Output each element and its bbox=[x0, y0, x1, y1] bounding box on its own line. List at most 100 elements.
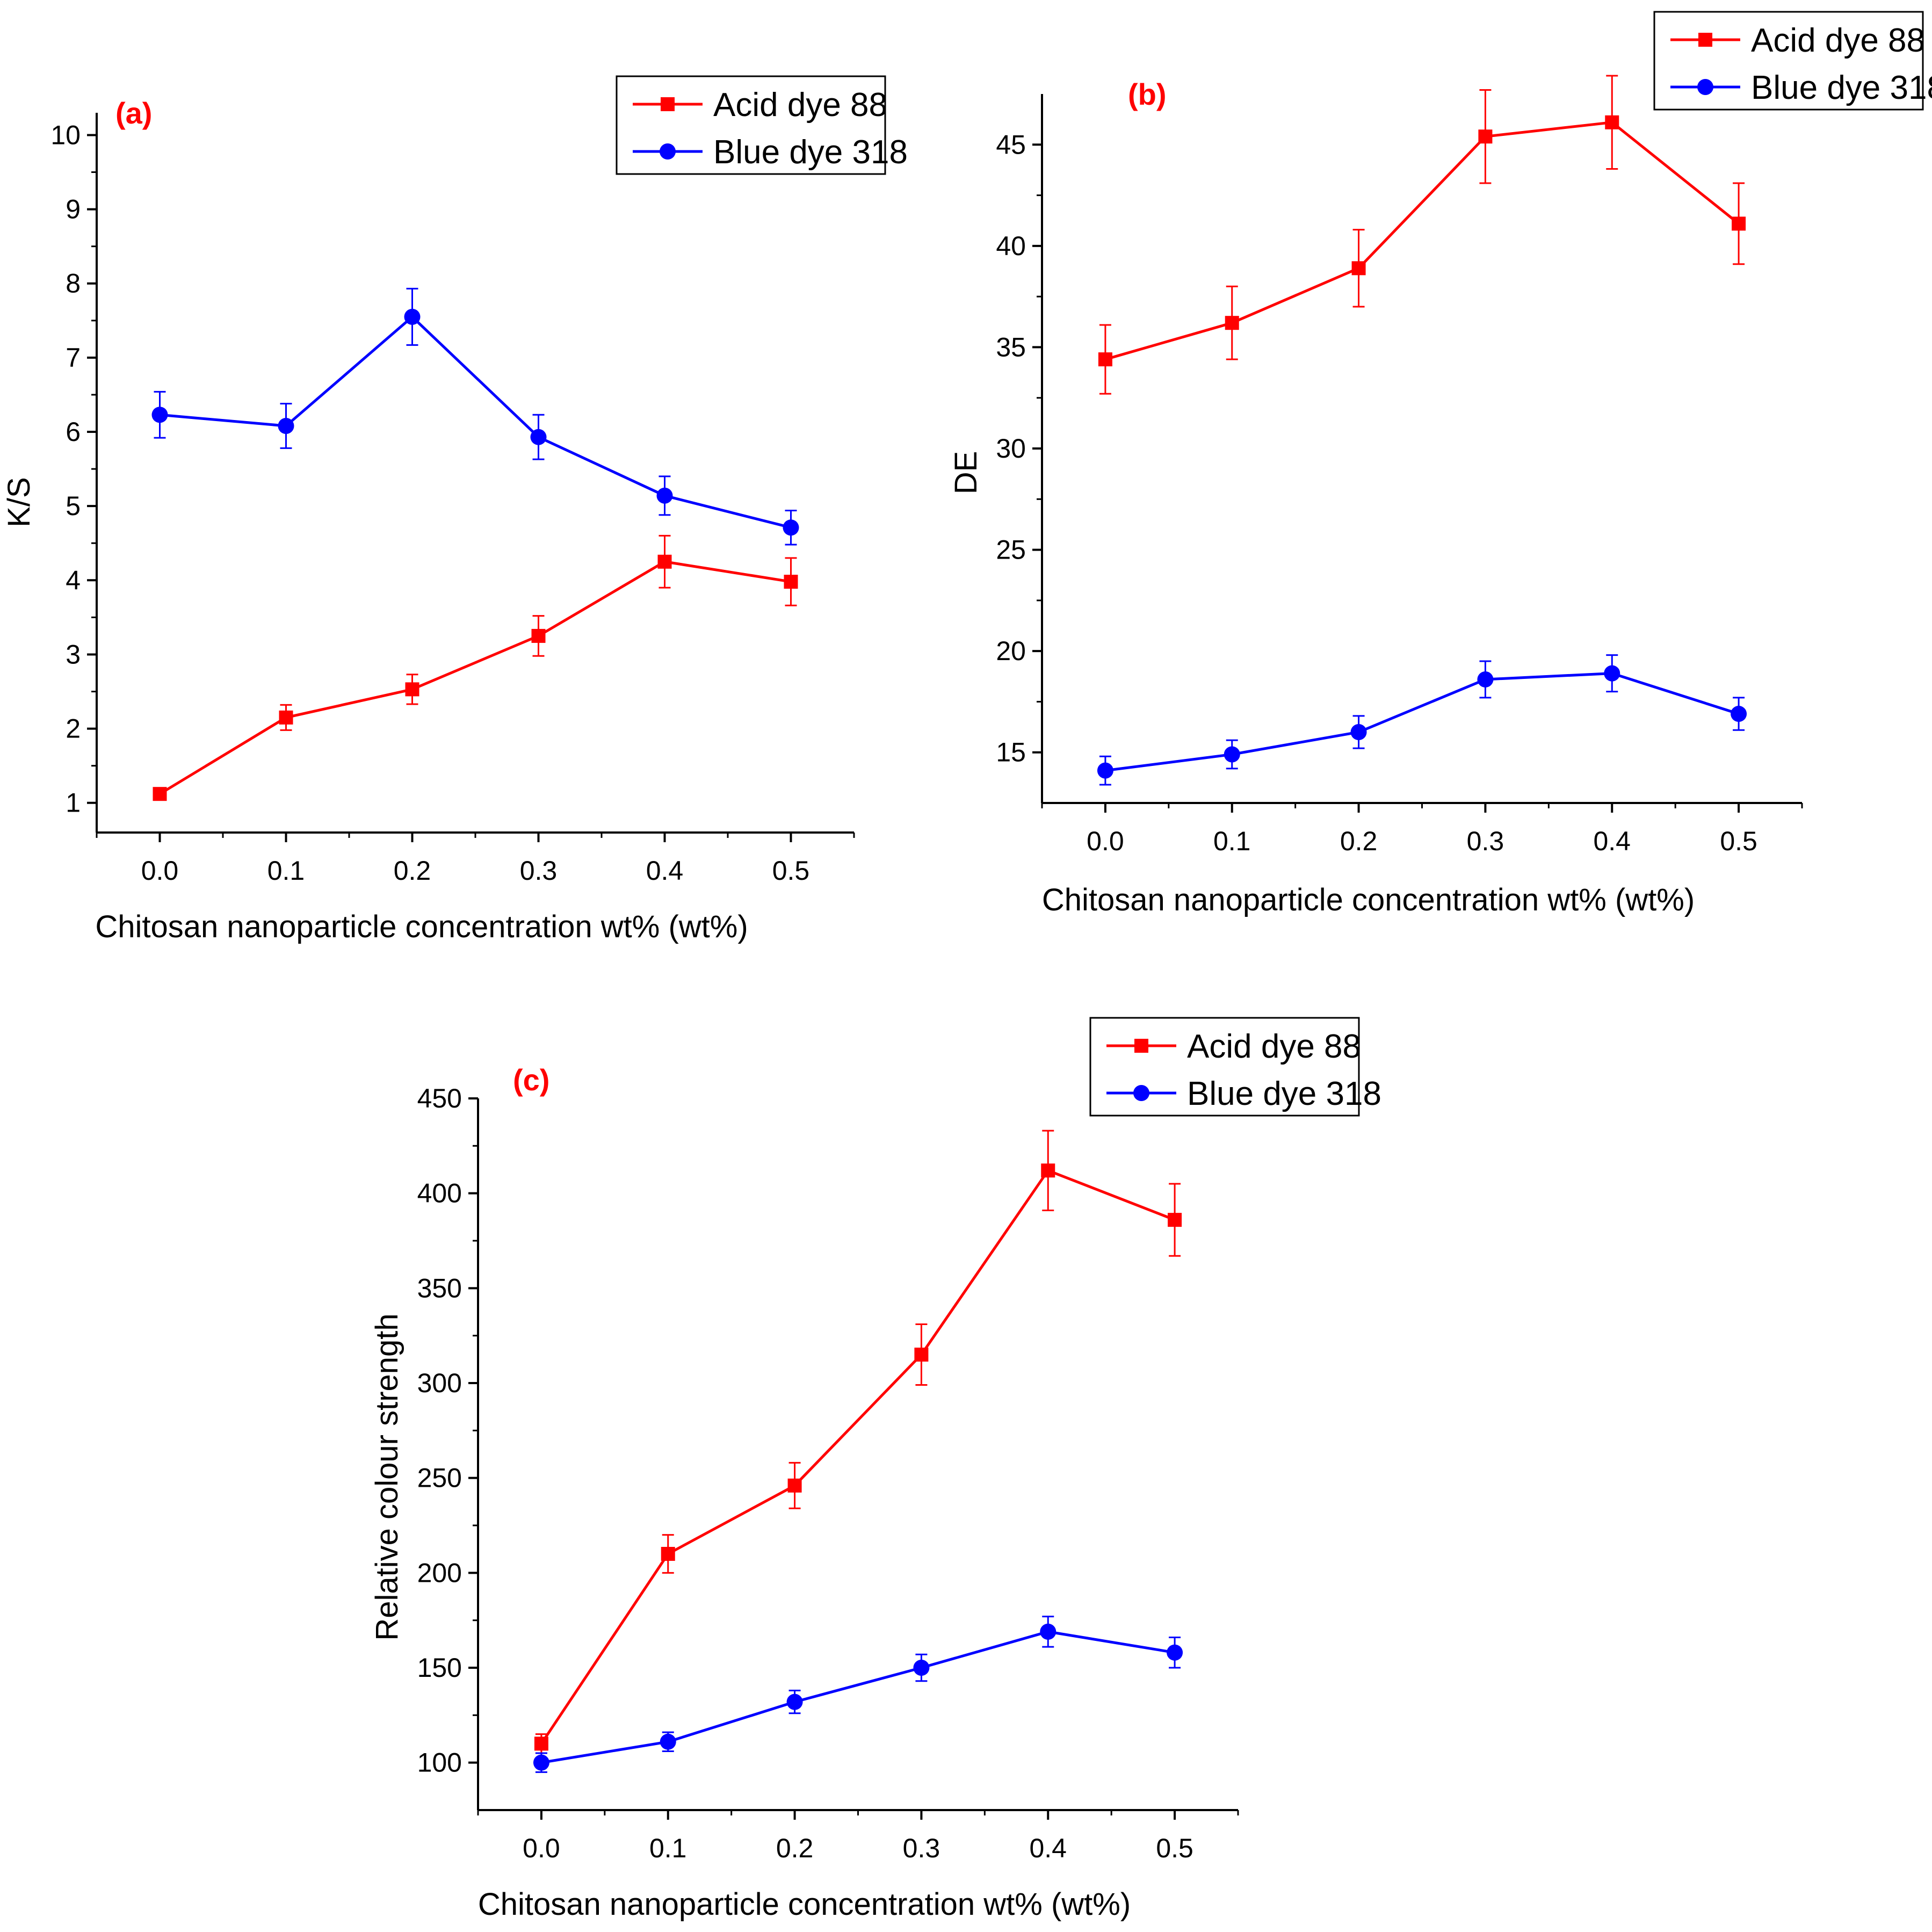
data-point bbox=[1041, 1163, 1055, 1178]
y-tick-label: 10 bbox=[50, 120, 81, 150]
legend-label: Acid dye 88 bbox=[1187, 1028, 1361, 1065]
y-tick-label: 45 bbox=[996, 129, 1026, 160]
legend-label: Acid dye 88 bbox=[713, 86, 887, 124]
y-tick-label: 30 bbox=[996, 433, 1026, 464]
y-tick-label: 4 bbox=[66, 565, 81, 595]
data-point bbox=[405, 682, 419, 697]
y-tick-label: 25 bbox=[996, 535, 1026, 565]
series-1 bbox=[533, 1616, 1183, 1773]
x-tick-label: 0.4 bbox=[1593, 826, 1631, 856]
legend-label: Acid dye 88 bbox=[1751, 22, 1925, 59]
data-point bbox=[531, 628, 546, 643]
series-line bbox=[159, 560, 791, 795]
y-tick-label: 6 bbox=[66, 417, 81, 447]
x-tick-label: 0.5 bbox=[772, 856, 810, 886]
data-point bbox=[1097, 762, 1113, 779]
x-tick-label: 0.4 bbox=[1029, 1833, 1067, 1863]
x-tick-label: 0.2 bbox=[1340, 826, 1378, 856]
y-tick-label: 35 bbox=[996, 332, 1026, 362]
data-point bbox=[1225, 316, 1239, 330]
data-point bbox=[1224, 746, 1240, 763]
legend-marker bbox=[1134, 1039, 1148, 1053]
x-tick-label: 0.0 bbox=[523, 1833, 560, 1863]
series-1 bbox=[151, 287, 799, 546]
x-tick-label: 0.1 bbox=[267, 856, 305, 886]
x-axis-title: Chitosan nanoparticle concentration wt% … bbox=[1042, 882, 1695, 917]
data-point bbox=[278, 417, 294, 434]
x-tick-label: 0.4 bbox=[646, 856, 684, 886]
x-axis-title: Chitosan nanoparticle concentration wt% … bbox=[95, 909, 748, 944]
x-tick-label: 0.3 bbox=[903, 1833, 940, 1863]
series-0 bbox=[534, 1130, 1182, 1754]
data-point bbox=[913, 1660, 930, 1676]
data-point bbox=[1605, 115, 1619, 129]
x-tick-label: 0.0 bbox=[1087, 826, 1124, 856]
series-1 bbox=[1097, 654, 1747, 786]
data-point bbox=[1604, 665, 1620, 682]
legend-marker bbox=[1698, 33, 1712, 47]
data-point bbox=[657, 554, 672, 569]
legend: Acid dye 88 Blue dye 318 bbox=[1089, 1017, 1381, 1117]
chart-panel-b: 15 20 25 30 35 40 45 0.0 0.1 0.2 0.3 0.4 0.5 Chitosan… bbox=[949, 11, 1932, 917]
y-tick-label: 20 bbox=[996, 636, 1026, 666]
y-tick-label: 2 bbox=[66, 714, 81, 744]
y-tick-label: 300 bbox=[417, 1368, 462, 1398]
data-point bbox=[1731, 706, 1747, 722]
series-line bbox=[1105, 121, 1740, 361]
y-axis-title: K/S bbox=[2, 477, 37, 527]
legend-marker bbox=[660, 143, 676, 160]
x-tick-label: 0.1 bbox=[649, 1833, 687, 1863]
chart-panel-c: 100 150 200 250 300 350 400 450 0.0 0.1 0.2 0.3 0.4 0… bbox=[370, 1017, 1381, 1922]
x-tick-label: 0.3 bbox=[520, 856, 558, 886]
y-tick-label: 450 bbox=[417, 1083, 462, 1113]
data-point bbox=[1098, 352, 1112, 367]
data-point bbox=[787, 1478, 802, 1493]
series-line bbox=[540, 1169, 1175, 1745]
y-axis-title: Relative colour strength bbox=[370, 1313, 404, 1640]
panel-label: (c) bbox=[513, 1063, 549, 1097]
x-tick-label: 0.2 bbox=[776, 1833, 814, 1863]
data-point bbox=[1168, 1213, 1182, 1227]
y-tick-label: 150 bbox=[417, 1653, 462, 1683]
x-tick-label: 0.5 bbox=[1720, 826, 1757, 856]
legend-marker bbox=[661, 97, 675, 111]
x-tick-label: 0.0 bbox=[141, 856, 179, 886]
y-tick-label: 40 bbox=[996, 231, 1026, 261]
legend-box bbox=[1089, 1017, 1360, 1117]
series-0 bbox=[1098, 75, 1746, 395]
panel-label: (b) bbox=[1128, 77, 1167, 111]
data-point bbox=[534, 1736, 548, 1751]
y-tick-label: 350 bbox=[417, 1273, 462, 1303]
legend-label: Blue dye 318 bbox=[713, 134, 908, 171]
data-point bbox=[1478, 129, 1493, 144]
y-tick-label: 200 bbox=[417, 1558, 462, 1588]
y-tick-label: 1 bbox=[66, 788, 81, 818]
legend-box bbox=[616, 75, 886, 175]
data-point bbox=[279, 710, 293, 725]
y-axis-title: DE bbox=[949, 451, 983, 495]
x-tick-label: 0.2 bbox=[394, 856, 431, 886]
data-point bbox=[914, 1348, 929, 1362]
data-point bbox=[404, 308, 421, 325]
panel-label: (a) bbox=[115, 96, 152, 130]
data-point bbox=[656, 487, 673, 504]
legend-marker bbox=[1697, 79, 1713, 95]
data-point bbox=[151, 407, 168, 423]
legend-marker bbox=[1133, 1085, 1149, 1101]
data-point bbox=[1732, 216, 1746, 231]
y-tick-label: 9 bbox=[66, 194, 81, 225]
y-tick-label: 8 bbox=[66, 269, 81, 299]
data-point bbox=[784, 575, 798, 589]
y-tick-label: 400 bbox=[417, 1178, 462, 1209]
legend-label: Blue dye 318 bbox=[1751, 69, 1932, 106]
series-line bbox=[1105, 672, 1739, 772]
x-tick-label: 0.1 bbox=[1213, 826, 1251, 856]
series-0 bbox=[153, 534, 798, 801]
legend: Acid dye 88 Blue dye 318 bbox=[1653, 11, 1932, 111]
x-tick-label: 0.3 bbox=[1467, 826, 1504, 856]
data-point bbox=[530, 429, 547, 445]
chart-panel-a: 1 2 3 4 5 6 7 8 9 10 0.0 0.1 0.2 0.3 0.4 0.5 Chitosan na… bbox=[2, 75, 908, 944]
x-tick-label: 0.5 bbox=[1156, 1833, 1193, 1863]
data-point bbox=[786, 1694, 803, 1710]
